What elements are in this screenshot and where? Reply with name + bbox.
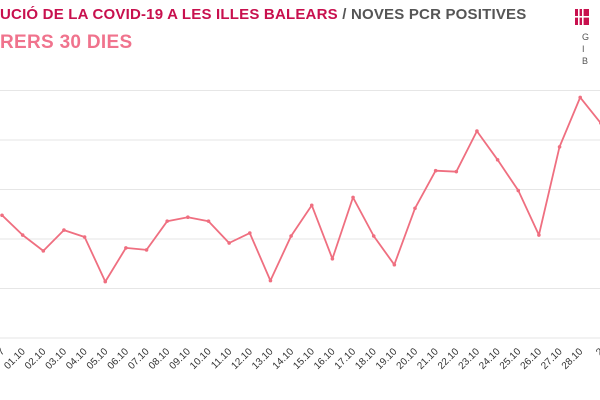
data-point: [206, 219, 211, 223]
x-tick-label: 08.10: [147, 346, 173, 372]
x-tick-label: 25.10: [498, 346, 524, 372]
x-tick-label: 28.10: [560, 346, 586, 372]
data-point: [268, 278, 273, 283]
x-tick-label: 22.10: [436, 346, 462, 372]
data-point: [330, 257, 335, 261]
data-point: [475, 129, 479, 133]
x-tick-label: 05.10: [85, 346, 111, 372]
x-tick-label: 2: [594, 346, 600, 358]
data-point: [289, 234, 293, 238]
x-tick-label: 11.10: [209, 346, 234, 371]
x-tick-label: 23.10: [457, 346, 483, 372]
data-point: [0, 213, 4, 218]
grid-lines: [0, 90, 600, 339]
data-point: [103, 279, 108, 284]
data-point: [371, 234, 376, 238]
x-tick-label: 17.10: [333, 346, 359, 372]
x-tick-label: 09.10: [167, 346, 193, 372]
x-tick-label: 10.10: [188, 346, 214, 372]
chart-title: UCIÓ DE LA COVID-19 A LES ILLES BALEARS …: [0, 6, 560, 23]
data-point: [454, 169, 459, 174]
data-point: [392, 262, 397, 267]
data-point: [516, 188, 521, 193]
x-tick-label: 03.10: [44, 346, 70, 372]
x-tick-label: 27.10: [539, 346, 565, 372]
x-tick-label: 13.10: [250, 346, 276, 372]
data-point: [82, 235, 87, 239]
data-point: [433, 168, 438, 173]
x-tick-label: 20.10: [395, 346, 421, 372]
data-point: [227, 241, 231, 245]
x-tick-label: 07.10: [126, 346, 152, 372]
logo-text-line-3: B: [582, 56, 589, 66]
data-point: [124, 246, 128, 250]
series-polyline: [1, 96, 600, 283]
govern-logo-mark-icon: [575, 9, 589, 25]
data-point: [413, 206, 417, 211]
chart-title-separator: /: [337, 6, 351, 23]
logo-text-line-1: G: [582, 32, 590, 42]
x-tick-label: 14.10: [271, 346, 297, 372]
govern-logo: G I B: [574, 9, 600, 66]
data-point: [165, 219, 169, 223]
chart-subtitle: RERS 30 DIES: [0, 32, 133, 53]
data-point: [62, 228, 66, 232]
series-points: [0, 95, 600, 284]
x-tick-label: 24.10: [477, 346, 503, 372]
x-tick-label: 02.10: [23, 346, 49, 372]
data-point: [144, 248, 149, 252]
data-point: [20, 233, 25, 237]
data-point: [578, 95, 582, 100]
data-point: [537, 233, 541, 237]
x-tick-label: 16.10: [312, 346, 338, 372]
data-point: [557, 145, 562, 149]
x-tick-label: 7: [0, 346, 7, 358]
data-point: [495, 158, 500, 162]
x-tick-label: 15.10: [291, 346, 317, 372]
x-tick-label: 26.10: [519, 346, 545, 372]
series-line: [1, 96, 600, 283]
chart-title-main: UCIÓ DE LA COVID-19 A LES ILLES BALEARS: [0, 6, 338, 23]
data-point: [351, 195, 355, 200]
data-point: [309, 203, 314, 208]
data-point: [41, 249, 46, 253]
x-tick-label: 21.10: [415, 346, 441, 372]
x-axis-ticks: 701.1002.1003.1004.1005.1006.1007.1008.1…: [0, 346, 600, 372]
x-tick-label: 06.10: [106, 346, 132, 372]
x-tick-label: 12.10: [229, 346, 255, 372]
x-tick-label: 04.10: [64, 346, 90, 372]
x-tick-label: 19.10: [374, 346, 400, 372]
data-point: [186, 215, 190, 220]
x-tick-label: 01.10: [2, 346, 28, 372]
logo-text-line-2: I: [582, 44, 585, 54]
chart-title-sub: NOVES PCR POSITIVES: [350, 6, 527, 23]
data-point: [248, 231, 252, 235]
x-tick-label: 18.10: [353, 346, 379, 372]
